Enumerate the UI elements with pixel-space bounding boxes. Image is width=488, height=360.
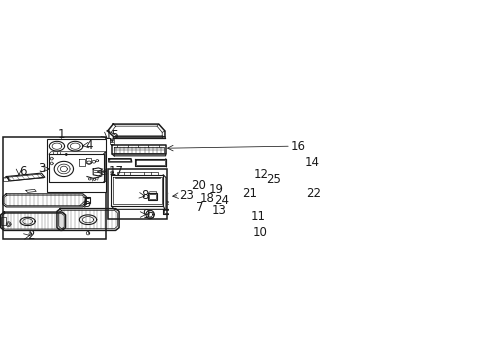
- Text: 4: 4: [85, 139, 92, 152]
- Text: 2: 2: [27, 229, 34, 242]
- Bar: [291, 185, 305, 202]
- Bar: [293, 188, 303, 199]
- Text: 17: 17: [108, 165, 123, 178]
- Text: 10: 10: [252, 226, 267, 239]
- Text: 16: 16: [290, 140, 305, 153]
- Text: 6: 6: [19, 165, 26, 178]
- Text: 7: 7: [196, 201, 203, 214]
- Bar: [169, 193, 179, 200]
- Text: 3: 3: [38, 162, 45, 175]
- Bar: [3, 137, 106, 239]
- Bar: [148, 193, 156, 200]
- Text: 8: 8: [141, 189, 148, 202]
- Bar: [0, 217, 6, 225]
- Bar: [108, 169, 166, 219]
- Text: 19: 19: [208, 183, 223, 196]
- Bar: [46, 139, 106, 192]
- Text: 14: 14: [304, 156, 319, 169]
- Bar: [279, 179, 285, 184]
- Text: 18: 18: [200, 193, 215, 206]
- Bar: [149, 194, 155, 199]
- Text: 11: 11: [250, 210, 264, 223]
- Text: 23: 23: [179, 189, 194, 202]
- Bar: [3, 177, 8, 181]
- Text: 1: 1: [58, 127, 65, 141]
- Text: 5: 5: [83, 197, 91, 210]
- Text: 21: 21: [242, 186, 257, 199]
- Text: 24: 24: [214, 194, 229, 207]
- Bar: [292, 186, 304, 201]
- Text: 13: 13: [211, 204, 225, 217]
- Text: 25: 25: [265, 173, 280, 186]
- Text: 22: 22: [305, 187, 321, 200]
- Bar: [147, 212, 152, 217]
- Bar: [85, 197, 89, 203]
- Text: 9: 9: [142, 208, 149, 221]
- Text: 15: 15: [104, 129, 119, 142]
- Text: 20: 20: [191, 179, 206, 192]
- Text: 12: 12: [253, 168, 268, 181]
